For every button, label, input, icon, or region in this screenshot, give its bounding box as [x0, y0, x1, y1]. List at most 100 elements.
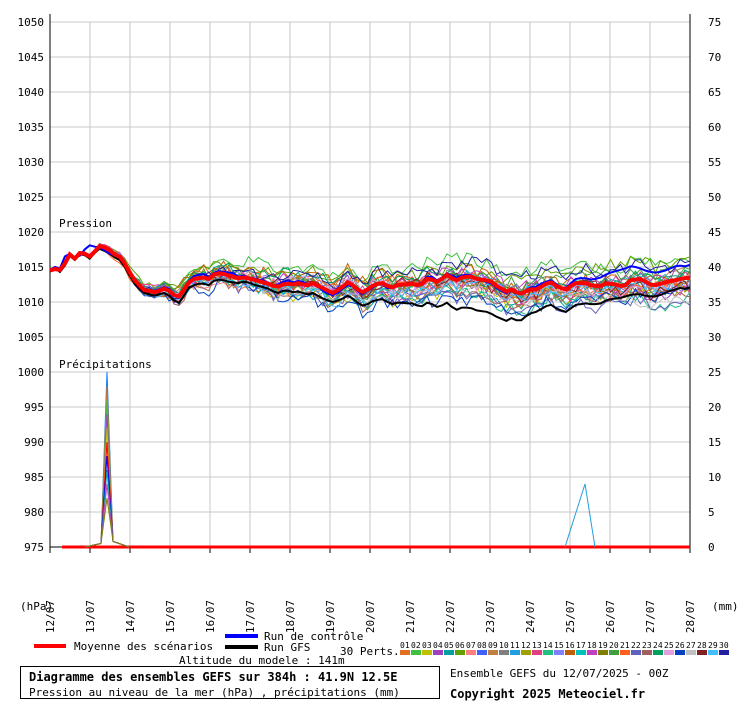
run-info: Ensemble GEFS du 12/07/2025 - 00Z	[450, 667, 669, 680]
y-right-tick: 0	[708, 541, 715, 554]
pert-swatch	[620, 650, 630, 655]
x-tick-label: 24/07	[524, 600, 537, 633]
x-tick-label: 25/07	[564, 600, 577, 633]
y-left-tick: 1010	[18, 296, 45, 309]
x-tick-label: 16/07	[204, 600, 217, 633]
legend-gfs-label: Run GFS	[264, 641, 310, 654]
precip-peak-line	[84, 497, 130, 548]
pert-number: 09	[488, 641, 498, 650]
right-axis-unit: (mm)	[712, 600, 739, 613]
pert-number: 25	[664, 641, 674, 650]
legend-control-label: Run de contrôle	[264, 630, 363, 643]
x-tick-label: 21/07	[404, 600, 417, 633]
y-left-tick: 1020	[18, 226, 45, 239]
x-tick-label: 26/07	[604, 600, 617, 633]
pert-swatch	[488, 650, 498, 655]
y-left-tick: 1035	[18, 121, 45, 134]
pert-swatch	[664, 650, 674, 655]
pert-swatch	[466, 650, 476, 655]
pert-number: 16	[565, 641, 575, 650]
pert-swatch	[631, 650, 641, 655]
y-right-tick: 35	[708, 296, 721, 309]
pert-number: 03	[422, 641, 432, 650]
x-tick-label: 27/07	[644, 600, 657, 633]
pert-number: 20	[609, 641, 619, 650]
pert-number: 13	[532, 641, 542, 650]
pert-number: 17	[576, 641, 586, 650]
pert-number: 27	[686, 641, 696, 650]
info-title: Diagramme des ensembles GEFS sur 384h : …	[29, 670, 398, 684]
pert-swatch	[587, 650, 597, 655]
pert-number: 01	[400, 641, 410, 650]
pert-number: 15	[554, 641, 564, 650]
pert-swatch	[499, 650, 509, 655]
pert-swatch	[565, 650, 575, 655]
y-left-tick: 1050	[18, 16, 45, 29]
x-tick-label: 15/07	[164, 600, 177, 633]
pert-swatch	[598, 650, 608, 655]
pert-swatch	[521, 650, 531, 655]
y-right-tick: 30	[708, 331, 721, 344]
y-right-tick: 45	[708, 226, 721, 239]
pert-swatch	[609, 650, 619, 655]
pert-number: 02	[411, 641, 421, 650]
pert-number: 21	[620, 641, 630, 650]
y-left-tick: 1015	[18, 261, 45, 274]
x-tick-label: 18/07	[284, 600, 297, 633]
y-left-tick: 985	[24, 471, 44, 484]
x-tick-label: 17/07	[244, 600, 257, 633]
pert-swatch	[554, 650, 564, 655]
pert-number: 06	[455, 641, 465, 650]
y-right-tick: 15	[708, 436, 721, 449]
pert-swatch	[444, 650, 454, 655]
legend-perts-label: 30 Perts.	[340, 645, 400, 658]
y-left-tick: 975	[24, 541, 44, 554]
pert-swatch	[642, 650, 652, 655]
pert-swatch	[686, 650, 696, 655]
x-tick-label: 23/07	[484, 600, 497, 633]
y-right-tick: 10	[708, 471, 721, 484]
y-right-tick: 55	[708, 156, 721, 169]
precip-peak-line	[564, 483, 596, 548]
pert-swatch	[708, 650, 718, 655]
pert-swatch	[719, 650, 729, 655]
pert-swatch	[510, 650, 520, 655]
pert-number: 24	[653, 641, 663, 650]
pert-number: 10	[499, 641, 509, 650]
info-box: Diagramme des ensembles GEFS sur 384h : …	[20, 666, 440, 699]
y-right-tick: 40	[708, 261, 721, 274]
x-tick-label: 22/07	[444, 600, 457, 633]
pert-number: 11	[510, 641, 520, 650]
member-line	[49, 246, 691, 319]
y-right-tick: 5	[708, 506, 715, 519]
left-axis-unit: (hPa)	[20, 600, 53, 613]
x-tick-label: 14/07	[124, 600, 137, 633]
pressure-label: Pression	[59, 217, 112, 230]
pert-number: 08	[477, 641, 487, 650]
y-left-tick: 995	[24, 401, 44, 414]
y-left-tick: 980	[24, 506, 44, 519]
y-right-tick: 25	[708, 366, 721, 379]
pert-swatch	[422, 650, 432, 655]
x-tick-label: 12/07	[44, 600, 57, 633]
pert-swatch	[411, 650, 421, 655]
pert-number: 12	[521, 641, 531, 650]
run-info-block: Ensemble GEFS du 12/07/2025 - 00Z Copyri…	[450, 664, 669, 704]
y-right-tick: 70	[708, 51, 721, 64]
pert-number: 26	[675, 641, 685, 650]
y-right-tick: 20	[708, 401, 721, 414]
y-left-tick: 1025	[18, 191, 45, 204]
pert-swatch	[477, 650, 487, 655]
x-tick-label: 13/07	[84, 600, 97, 633]
y-left-tick: 1045	[18, 51, 45, 64]
x-tick-label: 28/07	[684, 600, 697, 633]
pert-swatch	[400, 650, 410, 655]
pert-swatch	[675, 650, 685, 655]
pert-swatch	[532, 650, 542, 655]
series-line	[49, 247, 691, 323]
y-right-tick: 60	[708, 121, 721, 134]
pert-number: 05	[444, 641, 454, 650]
precip-peak-line	[84, 483, 130, 548]
pert-swatch	[455, 650, 465, 655]
